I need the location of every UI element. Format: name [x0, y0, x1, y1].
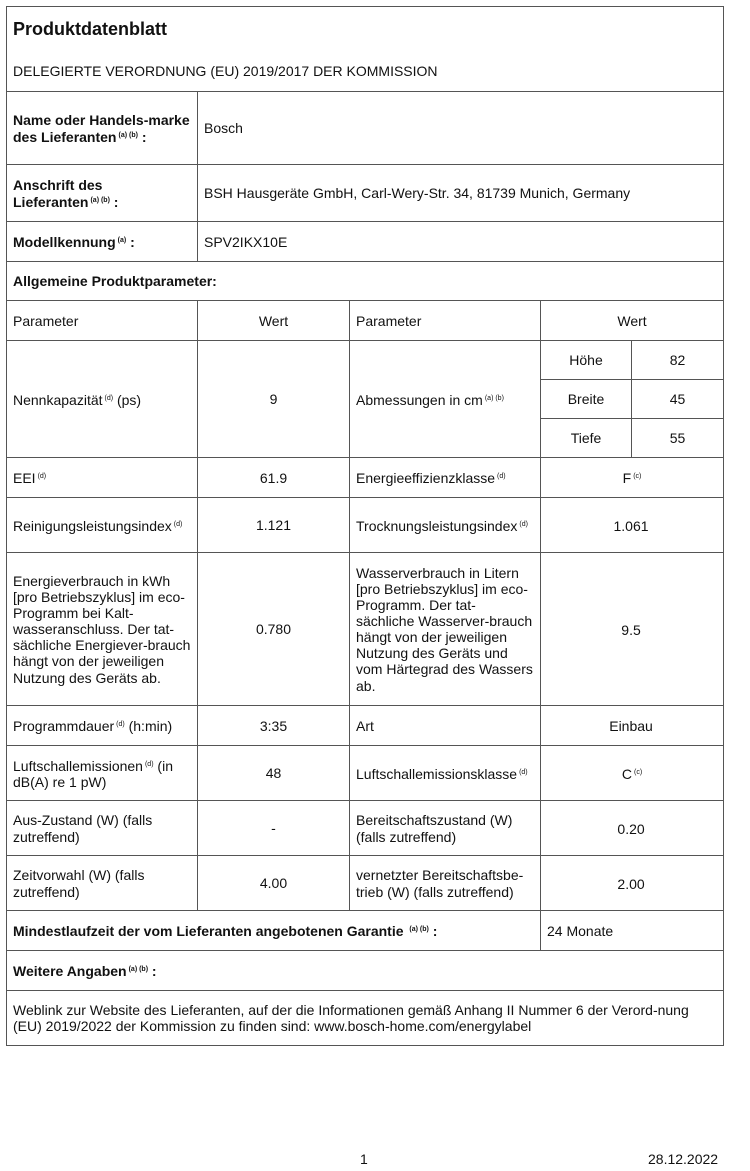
product-datasheet-table: Produktdatenblatt DELEGIERTE VERORDNUNG …: [5, 6, 725, 1046]
header-value: Wert: [197, 300, 350, 341]
param-label: EEI (d): [6, 457, 198, 498]
param-value-2: 0.20: [539, 800, 725, 856]
param-value: -: [197, 800, 350, 856]
param-value: 61.9: [197, 457, 350, 498]
param-label-2: Art: [349, 705, 541, 746]
dim-value: 55: [630, 418, 725, 458]
model-label: Modellkennung (a) :: [6, 221, 198, 262]
param-label: Zeitvorwahl (W) (falls zutreffend): [6, 855, 198, 911]
further-info-label: Weitere Angaben (a) (b) :: [5, 950, 725, 991]
param-value: 0.780: [197, 552, 350, 706]
capacity-label: Nennkapazität (d) (ps): [6, 340, 198, 458]
param-label: Luftschallemissionen (d) (in dB(A) re 1 p…: [6, 745, 198, 801]
param-row: Aus-Zustand (W) (falls zutreffend) - Ber…: [6, 800, 725, 856]
param-label-2: Bereitschaftszustand (W) (falls zutreffe…: [349, 800, 541, 856]
param-label-2: Trocknungsleistungsindex (d): [349, 497, 541, 553]
param-value: 1.121: [197, 497, 350, 553]
dim-value: 45: [630, 379, 725, 419]
param-label: Programmdauer (d) (h:min): [6, 705, 198, 746]
param-value-2: Einbau: [539, 705, 725, 746]
document-date: 28.12.2022: [648, 1151, 719, 1167]
param-value: 3:35: [197, 705, 350, 746]
address-value: BSH Hausgeräte GmbH, Carl-Wery-Str. 34, …: [196, 164, 725, 222]
param-row: Reinigungsleistungsindex (d) 1.121 Trockn…: [6, 497, 725, 553]
param-value: 4.00: [197, 855, 350, 911]
dim-value: 82: [630, 340, 725, 380]
warranty-label: Mindestlaufzeit der vom Lieferanten ange…: [6, 910, 541, 951]
weblink-text: Weblink zur Website des Lieferanten, auf…: [5, 990, 725, 1046]
dimensions-label: Abmessungen in cm (a) (b): [349, 340, 541, 458]
header-parameter: Parameter: [6, 300, 198, 341]
param-row: Energieverbrauch in kWh [pro Betriebszyk…: [6, 552, 725, 706]
param-value-2: 1.061: [539, 497, 725, 553]
model-value: SPV2IKX10E: [196, 221, 725, 262]
param-row: EEI (d) 61.9 Energieeffizienzklasse (d) F(…: [6, 457, 725, 498]
param-label-2: vernetzter Bereitschaftsbe-trieb (W) (fa…: [349, 855, 541, 911]
param-row: Programmdauer (d) (h:min) 3:35 Art Einbau: [6, 705, 725, 746]
param-label-2: Wasserverbrauch in Litern [pro Betriebsz…: [349, 552, 541, 706]
address-label: Anschrift des Lieferanten (a) (b) :: [6, 164, 198, 222]
param-label: Energieverbrauch in kWh [pro Betriebszyk…: [6, 552, 198, 706]
header-value-2: Wert: [539, 300, 725, 341]
dim-name: Breite: [540, 379, 632, 419]
page-title: Produktdatenblatt: [5, 6, 725, 50]
param-label-2: Energieeffizienzklasse (d): [349, 457, 541, 498]
header-parameter-2: Parameter: [349, 300, 541, 341]
param-row: Zeitvorwahl (W) (falls zutreffend) 4.00 …: [6, 855, 725, 911]
warranty-value: 24 Monate: [539, 910, 725, 951]
param-value-2: 9.5: [539, 552, 725, 706]
param-label-2: Luftschallemissionsklasse (d): [349, 745, 541, 801]
param-label: Reinigungsleistungsindex (d): [6, 497, 198, 553]
general-params-heading: Allgemeine Produktparameter:: [5, 261, 725, 301]
regulation-subtitle: DELEGIERTE VERORDNUNG (EU) 2019/2017 DER…: [5, 50, 725, 92]
param-label: Aus-Zustand (W) (falls zutreffend): [6, 800, 198, 856]
param-value-2: 2.00: [539, 855, 725, 911]
capacity-value: 9: [197, 340, 350, 458]
param-row: Luftschallemissionen (d) (in dB(A) re 1 p…: [6, 745, 725, 801]
param-value-2: F (c): [539, 457, 725, 498]
page-number: 1: [360, 1151, 368, 1167]
supplier-value: Bosch: [196, 91, 725, 165]
param-value: 48: [197, 745, 350, 801]
supplier-label: Name oder Handels-marke des Lieferanten(…: [6, 91, 198, 165]
param-value-2: C (c): [539, 745, 725, 801]
dim-name: Höhe: [540, 340, 632, 380]
dim-name: Tiefe: [540, 418, 632, 458]
